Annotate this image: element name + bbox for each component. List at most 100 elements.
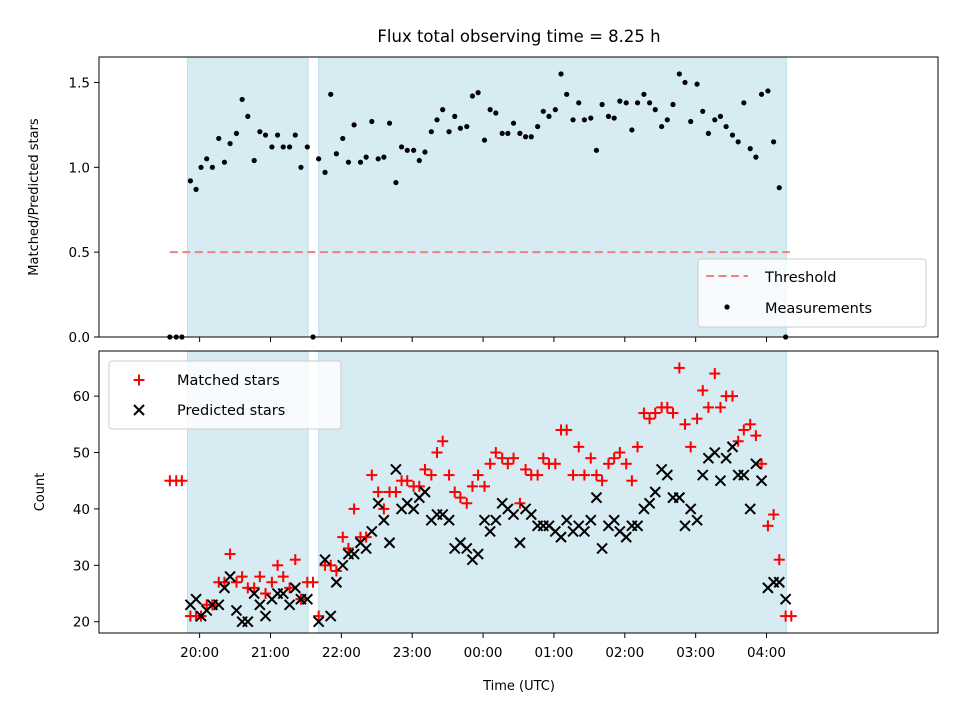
matched-star-marker [661,401,673,413]
matched-star-marker [325,559,337,571]
measurement-point [712,117,718,123]
matched-star-marker [133,374,145,386]
y-tick-label: 50 [73,446,90,462]
matched-star-marker [773,554,785,566]
measurement-point [599,101,605,108]
bottom-x-ticks: 20:00 21:00 22:00 23:00 00:00 01:00 02:00 03:00… [180,633,786,661]
measurement-point [753,154,759,160]
predicted-star-marker [218,582,231,594]
matched-star-marker [750,430,762,442]
predicted-star-marker [283,599,296,611]
measurement-point [593,147,600,153]
matched-star-marker [532,469,544,481]
measurement-point [700,108,706,114]
predicted-star-marker [259,610,272,622]
measurement-point [771,139,777,145]
y-tick-label: 20 [73,615,90,631]
predicted-star-marker [691,514,703,526]
measurement-point [723,123,729,130]
matched-star-marker [413,480,425,492]
measurement-point [262,132,269,138]
matched-star-marker [608,452,620,464]
predicted-star-marker [714,475,727,487]
predicted-star-marker [407,503,420,515]
predicted-star-marker [419,486,431,498]
matched-star-marker [176,475,188,487]
matched-star-marker [649,407,661,419]
bottom-axes-frame [98,350,939,634]
measurement-point [304,144,310,150]
measurement-point [634,100,641,106]
x-tick-label: 03:00 [676,645,715,661]
matched-star-marker [632,441,644,453]
x-tick-label: 20:00 [180,645,219,661]
matched-star-marker [697,384,709,396]
predicted-star-marker [372,497,384,509]
predicted-star-marker [720,452,732,464]
matched-star-marker [620,458,632,470]
matched-star-marker [313,610,325,622]
predicted-star-marker [224,570,236,583]
predicted-star-marker [560,514,573,526]
measurement-point [233,130,240,136]
predicted-star-marker [484,525,496,538]
matched-star-marker [330,565,342,577]
measurement-point [398,144,405,150]
measurement-point [269,144,275,150]
matched-star-marker [514,497,526,509]
matched-star-marker [236,571,248,583]
measurement-point [357,159,364,165]
matched-star-marker [478,480,490,492]
matched-star-marker [673,362,685,374]
measurement-point [440,107,446,113]
y-tick-label: 0.0 [69,330,90,346]
y-tick-label: 0.5 [69,245,90,261]
chart-title: Flux total observing time = 8.25 h [377,27,660,46]
matched-star-marker [768,509,780,521]
predicted-star-marker [755,475,768,487]
predicted-star-markers [184,441,792,628]
matched-star-marker [626,475,638,487]
matched-star-marker [360,531,372,543]
measurement-point [605,113,612,119]
x-axis-label: Time (UTC) [482,679,555,694]
measurement-point [535,123,541,130]
predicted-star-marker [709,446,721,459]
legend-matched-swatch [133,374,145,386]
matched-star-marker [372,486,384,498]
measurement-point [729,132,736,138]
matched-star-marker [685,441,697,453]
measurement-point [351,122,357,128]
measurement-point [316,156,322,162]
legend-measurements-label: Measurements [765,301,872,317]
matched-star-marker [443,469,455,481]
matched-star-marker [644,413,656,425]
matched-star-marker [679,418,691,430]
matched-star-marker [496,452,508,464]
top-x-ticks [199,337,768,342]
measurement-point [611,115,617,121]
matched-star-marker [461,497,473,509]
predicted-star-marker [461,542,473,555]
matched-star-marker [549,458,561,470]
matched-star-marker [732,435,744,447]
measurement-point [245,113,251,119]
matched-star-marker [638,407,650,419]
matched-star-marker [508,452,520,464]
x-tick-label: 21:00 [251,645,290,661]
predicted-star-marker [697,469,709,481]
matched-star-marker [614,447,626,459]
measurement-point [747,146,753,152]
x-tick-label: 00:00 [464,645,503,661]
measurement-point [623,100,629,106]
predicted-star-marker [585,514,597,526]
measurement-point [664,117,670,123]
y-tick-label: 30 [73,558,90,574]
measurement-point [422,149,428,155]
predicted-star-marker [608,514,620,526]
shaded-interval [187,56,309,338]
matched-star-marker [307,576,319,588]
matched-star-marker [390,486,402,498]
predicted-star-marker [555,531,567,543]
matched-star-marker [260,588,272,600]
